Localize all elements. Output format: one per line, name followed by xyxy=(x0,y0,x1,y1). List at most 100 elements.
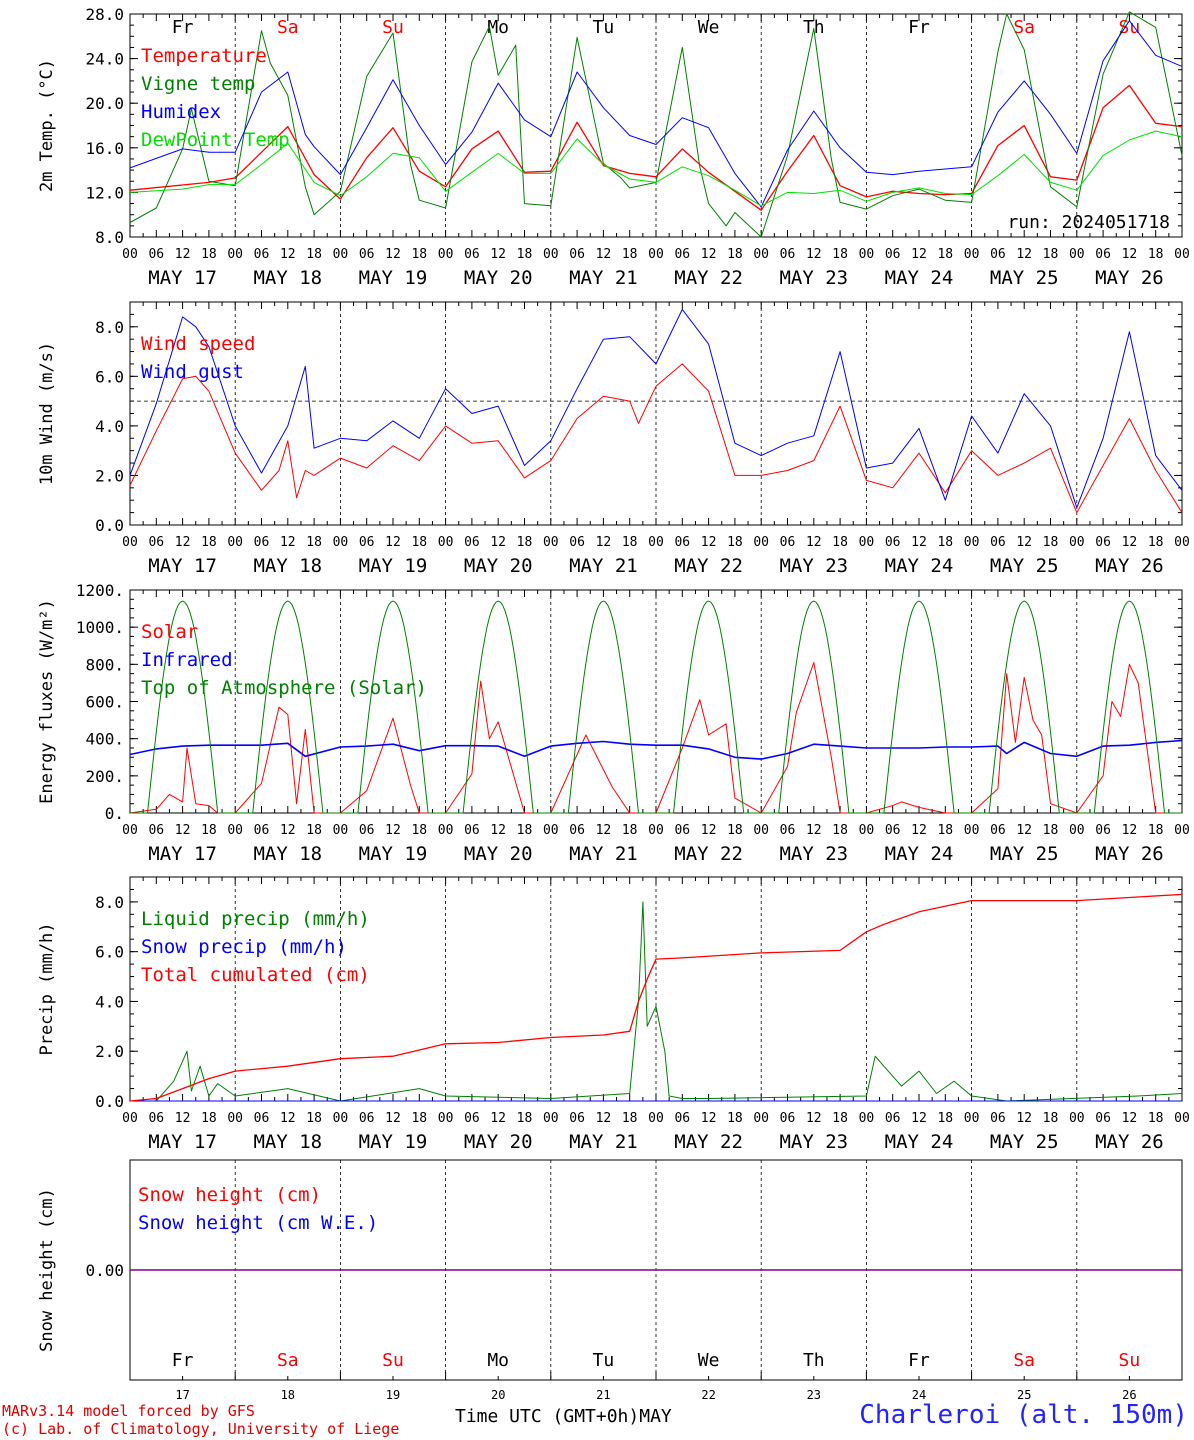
panel3-hour-label: 18 xyxy=(832,823,848,838)
panel3-series-top-of-atmosphere-solar xyxy=(130,600,1182,814)
panel1-hour-label: 18 xyxy=(411,247,427,262)
panel2-hour-label: 06 xyxy=(464,535,480,550)
panel3-y-tick-label: 1000. xyxy=(76,618,124,637)
panel4-date-label: MAY 23 xyxy=(779,1131,848,1153)
panel3-hour-label: 06 xyxy=(148,823,164,838)
panel1-hour-label: 06 xyxy=(674,247,690,262)
panel1-weekday-label: Sa xyxy=(1013,17,1035,38)
panel3-date-label: MAY 25 xyxy=(990,843,1059,865)
panel1-hour-label: 00 xyxy=(648,247,664,262)
panel3-hour-label: 00 xyxy=(543,823,559,838)
panel1-hour-label: 00 xyxy=(543,247,559,262)
panel2-hour-label: 18 xyxy=(517,535,533,550)
panel5-day-number: 26 xyxy=(1122,1388,1136,1402)
panel5-legend-entry: Snow height (cm) xyxy=(138,1184,321,1206)
panel3-date-label: MAY 18 xyxy=(253,843,322,865)
panel3-hour-label: 06 xyxy=(569,823,585,838)
panel2-date-label: MAY 22 xyxy=(674,555,743,577)
panel1-weekday-label: Fr xyxy=(908,17,930,38)
panel2-hour-label: 00 xyxy=(1174,535,1190,550)
panel3-hour-label: 00 xyxy=(1069,823,1085,838)
panel1-hour-label: 12 xyxy=(596,247,612,262)
panel4-date-label: MAY 22 xyxy=(674,1131,743,1153)
time-axis-label: Time UTC (GMT+0h)MAY xyxy=(455,1406,672,1427)
panel1-hour-label: 06 xyxy=(148,247,164,262)
model-credit: MARv3.14 model forced by GFS xyxy=(2,1402,255,1420)
panel5-weekday-label: Sa xyxy=(1013,1350,1035,1371)
panel2-y-tick-label: 6.0 xyxy=(95,367,124,386)
panel1-hour-label: 12 xyxy=(280,247,296,262)
panel3-hour-label: 06 xyxy=(464,823,480,838)
panel2-hour-label: 00 xyxy=(543,535,559,550)
panel3-hour-label: 00 xyxy=(227,823,243,838)
panel1-hour-label: 12 xyxy=(806,247,822,262)
panel4-y-tick-label: 0.0 xyxy=(95,1092,124,1111)
panel4-hour-label: 12 xyxy=(385,1111,401,1126)
panel4-y-axis-label: Precip (mm/h) xyxy=(37,922,57,1055)
panel1-hour-label: 18 xyxy=(201,247,217,262)
panel4-series-total-cumulated-cm xyxy=(129,893,1183,1102)
panel4-hour-label: 18 xyxy=(727,1111,743,1126)
panel4-date-label: MAY 18 xyxy=(253,1131,322,1153)
panel1-date-label: MAY 19 xyxy=(359,267,428,289)
panel5-day-number: 19 xyxy=(386,1388,400,1402)
panel2-hour-label: 12 xyxy=(911,535,927,550)
panel2-hour-label: 18 xyxy=(411,535,427,550)
panel2-legend-entry: Wind speed xyxy=(141,333,255,355)
panel1-hour-label: 18 xyxy=(306,247,322,262)
panel4-hour-label: 00 xyxy=(648,1111,664,1126)
panel5-weekday-label: Su xyxy=(382,1350,404,1371)
panel4-hour-label: 18 xyxy=(411,1111,427,1126)
panel4-date-label: MAY 17 xyxy=(148,1131,217,1153)
panel2-date-label: MAY 21 xyxy=(569,555,638,577)
panel3-hour-label: 12 xyxy=(280,823,296,838)
panel2-hour-label: 00 xyxy=(227,535,243,550)
panel3-hour-label: 00 xyxy=(859,823,875,838)
panel3-hour-label: 00 xyxy=(333,823,349,838)
panel3-y-axis-label: Energy fluxes (W/m²) xyxy=(37,599,57,804)
panel2-date-label: MAY 26 xyxy=(1095,555,1164,577)
panel2-hour-label: 18 xyxy=(832,535,848,550)
panel3-date-label: MAY 21 xyxy=(569,843,638,865)
panel5-weekday-label: Sa xyxy=(277,1350,299,1371)
panel4-hour-label: 12 xyxy=(806,1111,822,1126)
panel3-hour-label: 00 xyxy=(964,823,980,838)
panel3-legend-entry: Top of Atmosphere (Solar) xyxy=(141,677,427,699)
panel1-hour-label: 06 xyxy=(885,247,901,262)
panel1-hour-label: 12 xyxy=(1016,247,1032,262)
panel5-weekday-label: Tu xyxy=(593,1350,615,1371)
panel4-hour-label: 00 xyxy=(438,1111,454,1126)
panel5-y-axis-label: Snow height (cm) xyxy=(37,1188,57,1352)
panel2-hour-label: 06 xyxy=(780,535,796,550)
panel3-hour-label: 18 xyxy=(1043,823,1059,838)
panel3-hour-label: 18 xyxy=(622,823,638,838)
panel4-hour-label: 18 xyxy=(201,1111,217,1126)
panel2-hour-label: 06 xyxy=(885,535,901,550)
panel3-hour-label: 12 xyxy=(911,823,927,838)
panel3-hour-label: 06 xyxy=(885,823,901,838)
panel3-hour-label: 00 xyxy=(648,823,664,838)
panel5-y-tick-label: 0.00 xyxy=(85,1261,124,1280)
panel1-hour-label: 06 xyxy=(359,247,375,262)
panel2-hour-label: 18 xyxy=(1043,535,1059,550)
panel4-hour-label: 00 xyxy=(964,1111,980,1126)
panel1-legend-entry: Vigne temp xyxy=(141,73,255,95)
panel4-y-tick-label: 6.0 xyxy=(95,943,124,962)
panel2-y-tick-label: 2.0 xyxy=(95,466,124,485)
panel1-legend-entry: DewPoint Temp xyxy=(141,129,290,151)
panel2-hour-label: 12 xyxy=(490,535,506,550)
panel3-hour-label: 12 xyxy=(1122,823,1138,838)
panel1-date-label: MAY 18 xyxy=(253,267,322,289)
panel4-hour-label: 18 xyxy=(1043,1111,1059,1126)
panel4-hour-label: 00 xyxy=(859,1111,875,1126)
panel5-day-number: 18 xyxy=(281,1388,295,1402)
panel3-date-label: MAY 20 xyxy=(464,843,533,865)
lab-credit: (c) Lab. of Climatology, University of L… xyxy=(2,1420,400,1438)
panel1-hour-label: 18 xyxy=(727,247,743,262)
panel3-date-label: MAY 23 xyxy=(779,843,848,865)
panel5-weekday-label: Fr xyxy=(172,1350,194,1371)
panel4-hour-label: 00 xyxy=(753,1111,769,1126)
station-label: Charleroi (alt. 150m) xyxy=(859,1400,1188,1430)
panel1-hour-label: 06 xyxy=(780,247,796,262)
